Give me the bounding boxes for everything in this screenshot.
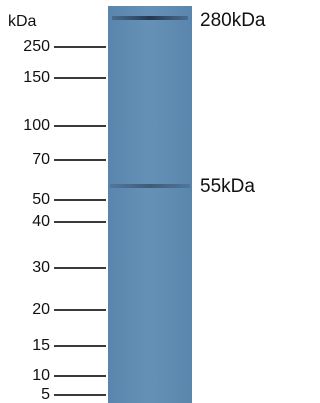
band-label: 280kDa: [200, 10, 266, 31]
marker-label: 20: [32, 301, 50, 318]
band-high: [112, 16, 188, 20]
gel-lane: [108, 6, 192, 403]
marker-label: 50: [32, 191, 50, 208]
unit-label: kDa: [8, 13, 37, 30]
blot-figure: kDa 250 150 100 70 50 40 30 20 15 10 5 280kDa 55kDa: [0, 0, 287, 403]
band-label: 55kDa: [200, 176, 255, 197]
marker-label: 70: [32, 151, 50, 168]
marker-ladder: 250 150 100 70 50 40 30 20 15 10 5: [23, 38, 106, 403]
marker-label: 15: [32, 337, 50, 354]
marker-label: 40: [32, 213, 50, 230]
marker-label: 100: [23, 117, 50, 134]
marker-label: 5: [41, 386, 50, 403]
marker-label: 30: [32, 259, 50, 276]
band-mid: [110, 184, 190, 188]
marker-label: 250: [23, 38, 50, 55]
page: kDa 250 150 100 70 50 40 30 20 15 10 5 280kDa 55kDa…: [0, 0, 287, 403]
marker-label: 10: [32, 367, 50, 384]
band-labels: 280kDa 55kDa: [200, 10, 266, 197]
marker-label: 150: [23, 69, 50, 86]
